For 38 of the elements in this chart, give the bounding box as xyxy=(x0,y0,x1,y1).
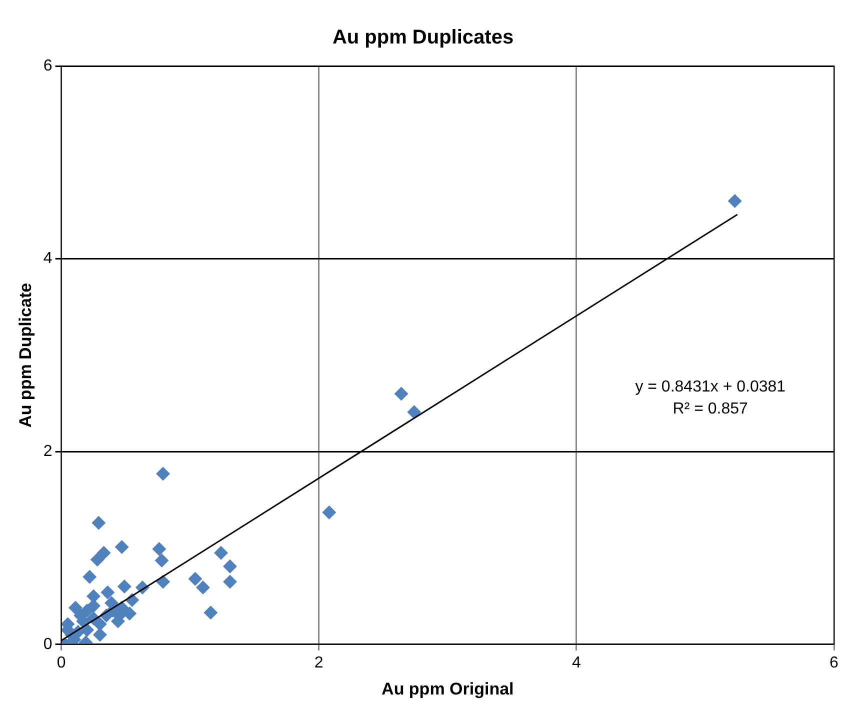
point xyxy=(728,194,742,208)
x-tick-label: 2 xyxy=(314,654,324,672)
point xyxy=(407,405,422,420)
y-tick-label: 6 xyxy=(43,57,52,74)
point xyxy=(322,505,336,520)
point xyxy=(68,600,82,615)
y-axis-title: Au ppm Duplicate xyxy=(16,282,35,428)
point xyxy=(117,580,132,594)
point xyxy=(92,516,106,530)
point xyxy=(86,589,100,604)
point xyxy=(156,466,170,481)
point xyxy=(196,580,210,595)
point xyxy=(100,585,115,600)
x-tick-label: 6 xyxy=(830,654,839,672)
point xyxy=(154,554,169,568)
point xyxy=(82,570,97,584)
point xyxy=(96,546,111,560)
point xyxy=(114,540,129,554)
point xyxy=(188,572,202,586)
x-tick-label: 4 xyxy=(572,654,581,672)
point xyxy=(92,628,107,642)
point xyxy=(223,559,238,574)
x-tick-label: 0 xyxy=(56,654,66,672)
point xyxy=(80,622,94,637)
y-tick-label: 2 xyxy=(43,443,52,460)
annotation: R² = 0.857 xyxy=(672,400,748,418)
point xyxy=(204,606,218,620)
annotation: y = 0.8431x + 0.0381 xyxy=(635,378,786,396)
point xyxy=(223,574,238,589)
point xyxy=(394,386,408,401)
y-tick-label: 4 xyxy=(43,250,52,268)
x-axis-title: Au ppm Original xyxy=(382,679,514,698)
point xyxy=(214,546,228,560)
point xyxy=(152,542,166,556)
point xyxy=(80,604,94,618)
point xyxy=(90,552,104,567)
y-tick-label: 0 xyxy=(43,636,52,653)
chart-title: Au ppm Duplicates xyxy=(332,26,514,49)
